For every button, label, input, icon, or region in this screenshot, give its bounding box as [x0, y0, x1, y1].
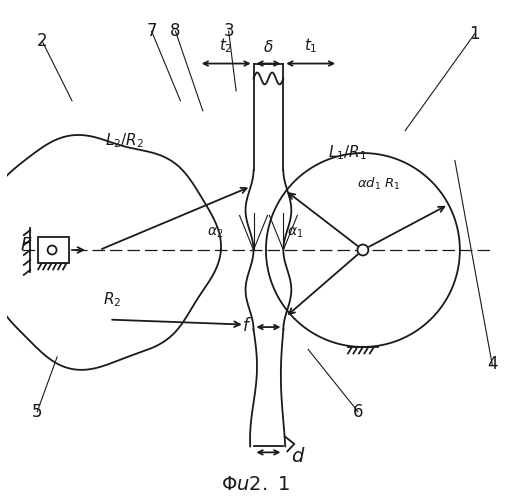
Text: 4: 4 [487, 356, 498, 374]
Text: $\alpha_2$: $\alpha_2$ [207, 226, 223, 240]
Text: $\mathit{\Phi u2.\ 1}$: $\mathit{\Phi u2.\ 1}$ [222, 475, 290, 494]
Text: $t_2$: $t_2$ [219, 36, 233, 54]
Circle shape [48, 246, 56, 254]
Circle shape [357, 244, 368, 256]
Bar [38, 237, 69, 263]
Text: $R_2$: $R_2$ [103, 290, 121, 309]
Text: 6: 6 [353, 402, 363, 420]
Text: 1: 1 [470, 24, 480, 42]
Text: 5: 5 [32, 402, 42, 420]
Text: $L_1/R_1$: $L_1/R_1$ [328, 144, 368, 163]
Text: $\delta$: $\delta$ [263, 38, 274, 54]
Text: 7: 7 [146, 22, 157, 40]
Text: 2: 2 [37, 32, 48, 50]
Text: $t_1$: $t_1$ [304, 36, 317, 54]
Text: $d$: $d$ [291, 447, 306, 466]
Text: $f$: $f$ [242, 317, 251, 335]
Text: $\alpha d_1\ R_1$: $\alpha d_1\ R_1$ [357, 176, 401, 192]
Text: 8: 8 [170, 22, 181, 40]
Text: $F$: $F$ [20, 236, 33, 254]
Text: $L_2/R_2$: $L_2/R_2$ [104, 132, 144, 150]
Text: 3: 3 [223, 22, 234, 40]
Text: $\alpha_1$: $\alpha_1$ [287, 226, 303, 240]
